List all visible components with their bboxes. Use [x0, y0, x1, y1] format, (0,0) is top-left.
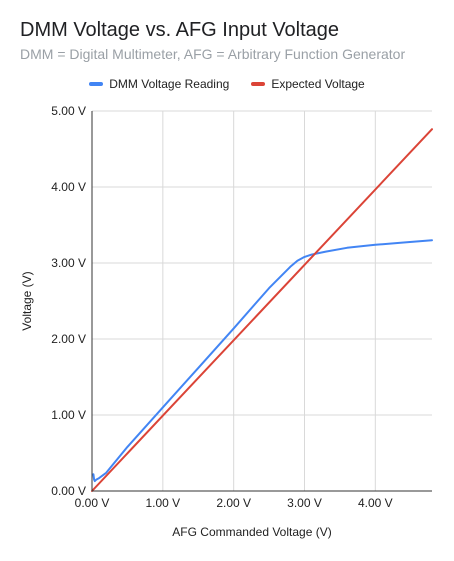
x-axis-title: AFG Commanded Voltage (V): [172, 525, 331, 539]
x-tick-label: 0.00 V: [75, 496, 110, 510]
y-tick-label: 2.00 V: [51, 332, 86, 346]
legend-swatch-dmm: [89, 82, 104, 86]
y-tick-label: 3.00 V: [51, 256, 86, 270]
x-tick-label: 2.00 V: [216, 496, 251, 510]
y-axis-ticks: 0.00 V 1.00 V 2.00 V 3.00 V 4.00 V 5.00 V: [51, 104, 86, 498]
series-line-1: [91, 128, 433, 492]
y-tick-label: 4.00 V: [51, 180, 86, 194]
x-tick-label: 3.00 V: [287, 496, 322, 510]
chart-title: DMM Voltage vs. AFG Input Voltage: [20, 19, 340, 41]
chart-legend: DMM Voltage Reading Expected Voltage: [0, 75, 454, 93]
legend-label-expected: Expected Voltage: [271, 77, 365, 91]
x-tick-label: 1.00 V: [145, 496, 180, 510]
x-axis-ticks: 0.00 V 1.00 V 2.00 V 3.00 V 4.00 V: [75, 496, 393, 510]
x-tick-label: 4.00 V: [358, 496, 393, 510]
chart-subtitle: DMM = Digital Multimeter, AFG = Arbitrar…: [20, 46, 406, 62]
legend-label-dmm: DMM Voltage Reading: [109, 77, 230, 91]
y-tick-label: 0.00 V: [51, 484, 86, 498]
legend-item-dmm[interactable]: DMM Voltage Reading: [89, 75, 229, 93]
legend-item-expected[interactable]: Expected Voltage: [251, 75, 365, 93]
series-line-0: [92, 239, 433, 483]
y-axis-title: Voltage (V): [20, 271, 34, 330]
legend-swatch-expected: [251, 82, 266, 86]
y-tick-label: 1.00 V: [51, 408, 86, 422]
gridlines: [92, 110, 432, 491]
y-tick-label: 5.00 V: [51, 104, 86, 118]
series-lines: [91, 128, 433, 492]
